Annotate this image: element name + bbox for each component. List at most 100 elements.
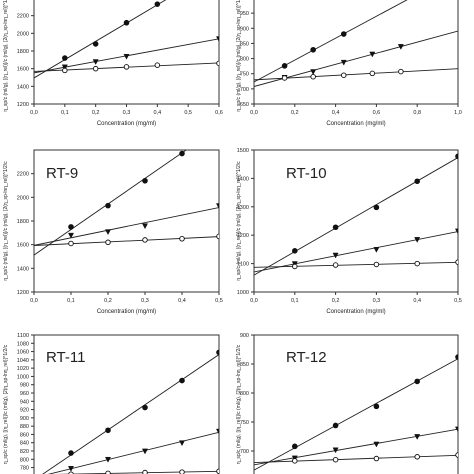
plot-frame <box>33 334 220 474</box>
plot-area <box>254 153 458 276</box>
series-1-point <box>105 427 111 434</box>
series-1-fit-line <box>34 150 187 256</box>
series-3-point <box>179 469 185 474</box>
series-2-point <box>141 223 149 230</box>
x-axis-label: Concentration (mg/ml) <box>97 121 156 127</box>
x-tick-label: 0,5 <box>184 110 192 116</box>
series-3-point <box>105 239 111 246</box>
x-tick-label: 0,0 <box>250 298 258 304</box>
y-tick-label: 1200 <box>17 290 29 296</box>
plot-frame <box>253 0 459 105</box>
series-3-fit-line <box>34 236 219 246</box>
series-3-point <box>216 233 219 240</box>
y-tick-label: 1500 <box>237 148 249 154</box>
y-tick-label: 1080 <box>17 341 29 347</box>
series-1-point <box>332 224 339 231</box>
series-2-point <box>215 203 219 210</box>
series-2-point <box>215 428 219 435</box>
series-1-point <box>414 378 421 385</box>
series-3-point <box>68 471 74 474</box>
x-tick-label: 1,0 <box>454 110 462 116</box>
series-1-point <box>154 1 161 7</box>
series-3-point <box>123 64 130 70</box>
x-tick-label: 0,4 <box>332 110 340 116</box>
y-tick-label: 1060 <box>17 350 29 356</box>
x-axis-label: Concentration (mg/ml) <box>326 309 385 315</box>
series-2-point <box>123 53 130 60</box>
y-tick-label: 960 <box>20 391 29 397</box>
series-3-point <box>105 470 111 474</box>
chart-panel-3: 1200 1400 1600 1800 2000 2200 0,0 0,1 0,2 0,3 0,4 0… <box>3 149 223 315</box>
y-tick-label: 1000 <box>17 374 29 380</box>
y-tick-label: 980 <box>20 383 29 389</box>
y-tick-label: 700 <box>240 87 249 93</box>
y-tick-label: 900 <box>240 26 249 32</box>
y-tick-label: 2000 <box>17 195 29 201</box>
chart-panel-6: 650700750800850900η_sp/c (ml/g), [(η_rel… <box>236 333 459 474</box>
series-1-point <box>92 41 99 47</box>
plot-area <box>34 0 219 79</box>
series-3-point <box>373 261 380 268</box>
y-tick-label: 820 <box>20 449 29 455</box>
series-3-point <box>332 456 339 463</box>
x-tick-label: 0,2 <box>332 298 340 304</box>
plot-area <box>42 349 219 474</box>
y-axis-label: η_sp/c (ml/g), [(η_rel)]/c (ml/g), [2(η_… <box>3 344 9 464</box>
series-1-point <box>292 248 298 254</box>
series-3-point <box>292 458 298 464</box>
y-tick-label: 850 <box>240 41 249 47</box>
series-2-point <box>373 441 380 448</box>
y-tick-label: 1300 <box>237 205 249 211</box>
series-1-point <box>216 349 219 356</box>
x-tick-label: 0,3 <box>141 298 149 304</box>
chart-panel-5: 7607808008208408608809009209409609801000… <box>3 333 220 474</box>
y-tick-label: 1100 <box>237 262 249 268</box>
y-tick-label: 650 <box>240 102 249 108</box>
y-tick-label: 1400 <box>237 176 249 182</box>
series-1-point <box>62 55 68 61</box>
series-1-fit-line <box>254 157 458 276</box>
series-1-fit-line <box>42 354 219 474</box>
series-3-point <box>414 260 420 267</box>
plot-area <box>34 150 219 256</box>
y-tick-label: 800 <box>20 457 29 463</box>
series-2-point <box>414 237 421 243</box>
y-tick-label: 1800 <box>17 49 29 55</box>
panel-title: RT-11 <box>46 349 85 366</box>
panel-title: RT-10 <box>286 165 327 182</box>
series-1-point <box>179 150 185 157</box>
series-2-point <box>369 51 376 58</box>
y-tick-label: 1000 <box>237 290 249 296</box>
series-1-point <box>332 422 339 429</box>
series-1-point <box>105 202 111 209</box>
series-2-fit-line <box>47 431 219 474</box>
series-1-point <box>281 63 288 69</box>
series-2-fit-line <box>254 30 458 87</box>
y-axis-label: η_sp/c (ml/g), [(η_rel)]/c (ml/g), [2(η_… <box>236 161 242 281</box>
series-3-fit-line <box>254 454 458 463</box>
chart-panel-1: 1200 1400 1600 1800 2000 2200 0,0 0,1 0,2 0,3 0,4 0… <box>3 0 223 127</box>
series-3-fit-line <box>53 470 219 474</box>
y-tick-label: 700 <box>240 449 249 455</box>
y-tick-label: 800 <box>240 57 249 63</box>
series-1-point <box>68 450 74 456</box>
series-1-point <box>373 403 380 410</box>
series-2-point <box>141 448 149 455</box>
panel-title: RT-9 <box>46 165 78 182</box>
y-tick-label: 780 <box>20 466 29 472</box>
series-2-point <box>332 252 339 259</box>
x-tick-label: 0,3 <box>123 110 131 116</box>
series-3-point <box>292 263 298 270</box>
series-1-point <box>142 404 148 411</box>
y-tick-label: 840 <box>20 441 29 447</box>
series-2-point <box>454 228 458 235</box>
plot-area <box>254 354 458 471</box>
x-tick-label: 0,1 <box>61 110 69 116</box>
y-tick-label: 2200 <box>17 14 29 20</box>
y-tick-label: 750 <box>240 420 249 426</box>
y-tick-label: 1200 <box>237 233 249 239</box>
y-tick-label: 750 <box>240 72 249 78</box>
series-1-point <box>179 377 185 384</box>
y-tick-label: 2200 <box>17 172 29 178</box>
y-tick-label: 900 <box>20 416 29 422</box>
